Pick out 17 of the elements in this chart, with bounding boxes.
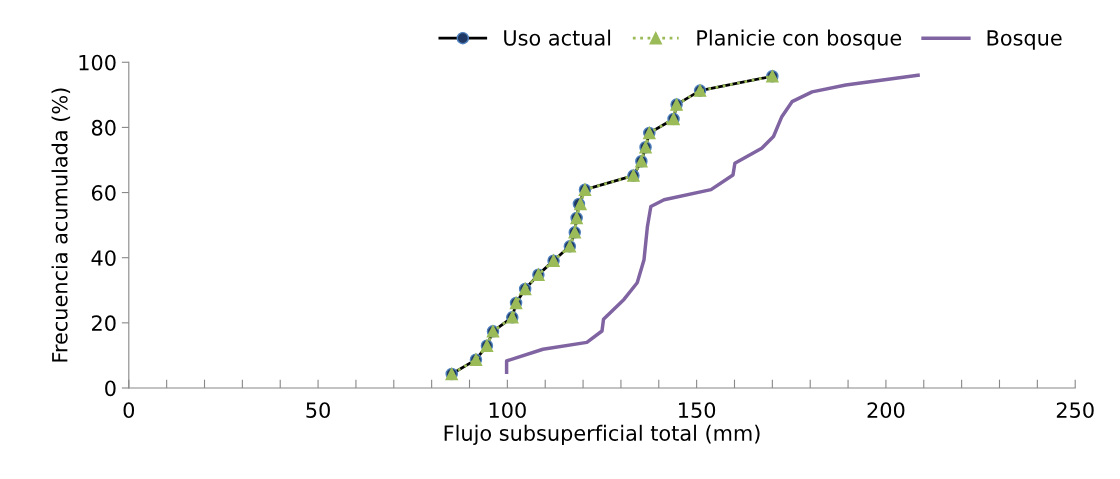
x-axis-title: Flujo subsuperficial total (mm) [444,424,760,445]
x-tick-label: 50 [306,402,330,419]
y-tick-label: 20 [92,315,116,332]
x-tick-label: 150 [679,402,716,419]
y-tick-label: 100 [79,54,116,71]
legend-label: Bosque [987,30,1062,50]
y-axis-title: Frecuencia acumulada (%) [51,88,71,362]
x-tick-label: 100 [489,402,526,419]
y-tick-label: 60 [91,185,116,201]
y-tick-label: 40 [91,250,116,266]
legend-label: Uso actual [504,29,611,46]
legend-label: Planicie con bosque [697,29,902,50]
y-tick-label: 80 [91,119,116,136]
y-tick-label: 0 [105,380,116,397]
x-tick-label: 0 [123,402,135,419]
x-tick-label: 200 [867,402,905,419]
x-tick-label: 250 [1056,402,1094,419]
